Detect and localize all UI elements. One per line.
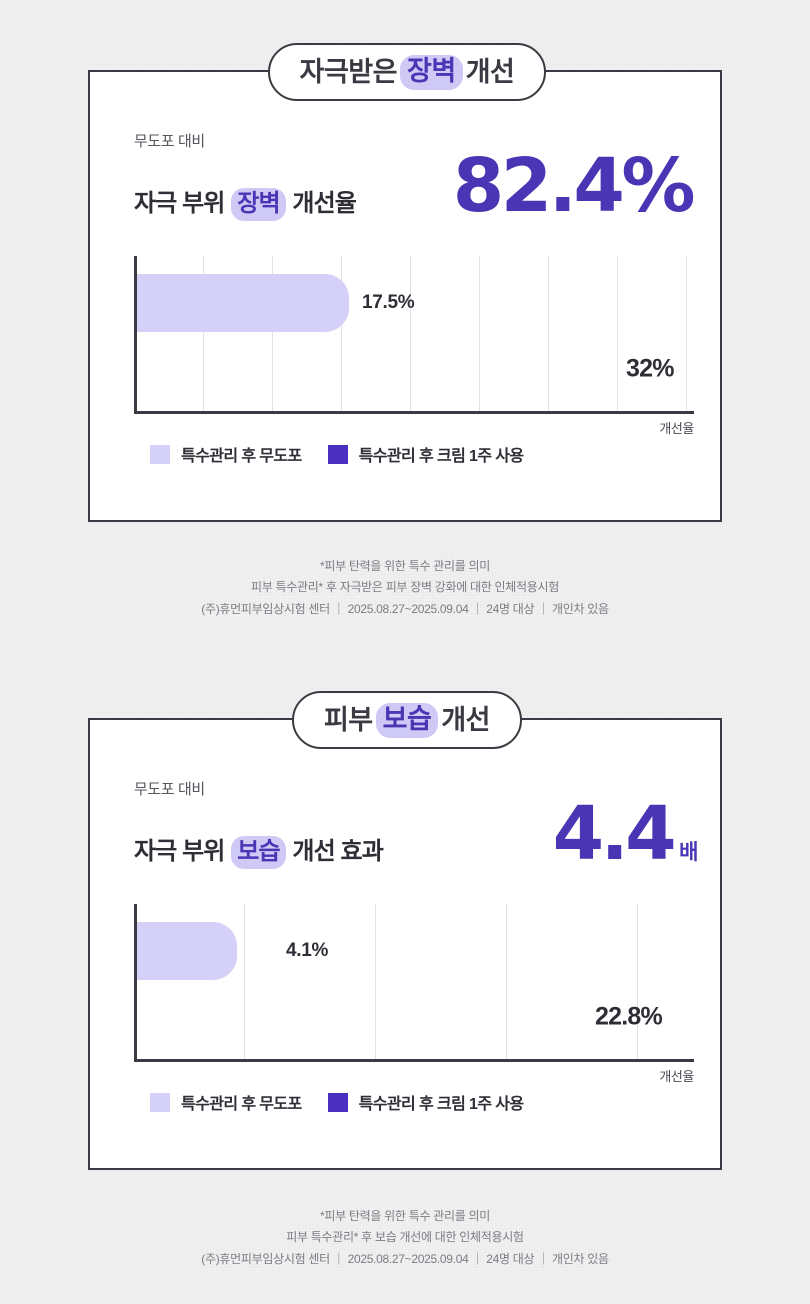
headline-row: 자극 부위 장벽 개선율 82.4%	[134, 143, 698, 229]
bar-no-application	[137, 922, 237, 980]
gridline	[272, 256, 273, 411]
x-axis	[134, 411, 694, 414]
gridline	[375, 904, 376, 1059]
badge-highlight: 보습	[375, 702, 439, 738]
headline-row: 자극 부위 보습 개선 효과 4.4 배	[134, 791, 699, 877]
panel-title-badge: 피부 보습 개선	[291, 691, 523, 749]
legend-swatch-light-icon	[150, 444, 170, 464]
headline-highlight: 보습	[231, 836, 286, 869]
headline-prefix: 자극 부위	[134, 190, 231, 217]
big-number: 82.4%	[452, 143, 696, 229]
footnote-moisture: *피부 탄력을 위한 특수 관리를 의미 피부 특수관리* 후 보습 개선에 대…	[0, 1206, 810, 1270]
headline-suffix: 개선 효과	[286, 838, 383, 865]
gridline	[203, 256, 204, 411]
gridline	[617, 256, 618, 411]
bar-chart: 17.5% 32% 개선율	[134, 256, 694, 436]
legend-item: 특수관리 후 무도포	[150, 442, 302, 466]
x-axis-caption: 개선율	[659, 1069, 694, 1084]
badge-suffix: 개선	[441, 704, 491, 735]
x-axis-caption: 개선율	[659, 421, 694, 436]
footnote-line: 피부 특수관리* 후 자극받은 피부 장벽 강화에 대한 인체적용시험	[251, 580, 559, 595]
panel-badge-wrap: 자극받은 장벽 개선	[90, 43, 724, 101]
gridline	[548, 256, 549, 411]
gridline	[686, 256, 687, 411]
chart-legend: 특수관리 후 무도포 특수관리 후 크림 1주 사용	[150, 1090, 524, 1114]
bar-no-application	[137, 274, 349, 332]
gridline	[410, 256, 411, 411]
badge-highlight: 장벽	[400, 54, 463, 90]
y-axis	[134, 256, 137, 411]
legend-item: 특수관리 후 크림 1주 사용	[327, 1090, 524, 1114]
chart-legend: 특수관리 후 무도포 특수관리 후 크림 1주 사용	[150, 442, 524, 466]
bar-value-cream: 22.8%	[595, 1002, 663, 1031]
footnote-line: 피부 특수관리* 후 보습 개선에 대한 인체적용시험	[286, 1230, 524, 1245]
big-number: 4.4	[552, 791, 677, 877]
gridline	[479, 256, 480, 411]
legend-swatch-dark-icon	[327, 444, 348, 464]
headline-metric: 4.4 배	[552, 791, 699, 877]
headline-highlight: 장벽	[231, 188, 286, 221]
badge-prefix: 자극받은	[299, 56, 398, 87]
y-axis	[134, 904, 137, 1059]
legend-label: 특수관리 후 무도포	[181, 1096, 302, 1113]
headline-sub-label: 무도포 대비	[134, 133, 205, 150]
badge-suffix: 개선	[465, 56, 515, 87]
footnote-line: (주)휴먼피부임상시험 센터 ｜ 2025.08.27~2025.09.04 ｜…	[201, 601, 609, 616]
badge-prefix: 피부	[323, 704, 373, 735]
bar-value-no-application: 17.5%	[362, 292, 415, 313]
panel-title-badge: 자극받은 장벽 개선	[267, 43, 547, 101]
headline-block: 무도포 대비 자극 부위 보습 개선 효과 4.4 배	[134, 778, 699, 877]
legend-swatch-dark-icon	[327, 1092, 348, 1112]
headline-prefix: 자극 부위	[134, 838, 231, 865]
gridline	[506, 904, 507, 1059]
headline-sub-label: 무도포 대비	[134, 781, 205, 798]
x-axis	[134, 1059, 694, 1062]
legend-item: 특수관리 후 무도포	[150, 1090, 302, 1114]
legend-label: 특수관리 후 무도포	[181, 448, 302, 465]
gridline	[244, 904, 245, 1059]
legend-label: 특수관리 후 크림 1주 사용	[358, 448, 524, 465]
bar-value-cream: 32%	[626, 354, 674, 383]
footnote-line: *피부 탄력을 위한 특수 관리를 의미	[320, 1209, 490, 1223]
headline-statement: 자극 부위 장벽 개선율	[134, 183, 357, 221]
headline-suffix: 개선율	[286, 190, 356, 217]
footnote-line: (주)휴먼피부임상시험 센터 ｜ 2025.08.27~2025.09.04 ｜…	[201, 1251, 609, 1266]
plot-area: 17.5% 32%	[134, 256, 694, 414]
legend-label: 특수관리 후 크림 1주 사용	[358, 1096, 524, 1113]
footnote-barrier: *피부 탄력을 위한 특수 관리를 의미 피부 특수관리* 후 자극받은 피부 …	[0, 556, 810, 620]
legend-swatch-light-icon	[150, 1092, 170, 1112]
gridline	[341, 256, 342, 411]
result-panel-barrier: 자극받은 장벽 개선 무도포 대비 자극 부위 장벽 개선율 82.4%	[88, 43, 722, 522]
plot-area: 4.1% 22.8%	[134, 904, 694, 1062]
footnote-line: *피부 탄력을 위한 특수 관리를 의미	[320, 559, 490, 573]
result-panel-moisture: 피부 보습 개선 무도포 대비 자극 부위 보습 개선 효과 4.4 배	[88, 691, 722, 1170]
headline-block: 무도포 대비 자극 부위 장벽 개선율 82.4%	[134, 130, 698, 229]
headline-statement: 자극 부위 보습 개선 효과	[134, 831, 384, 869]
headline-metric: 82.4%	[452, 143, 698, 229]
bar-chart: 4.1% 22.8% 개선율	[134, 904, 694, 1084]
panel-badge-wrap: 피부 보습 개선	[90, 691, 724, 749]
gridline	[637, 904, 638, 1059]
big-number-unit: 배	[679, 841, 698, 864]
bar-value-no-application: 4.1%	[286, 940, 329, 961]
legend-item: 특수관리 후 크림 1주 사용	[327, 442, 524, 466]
